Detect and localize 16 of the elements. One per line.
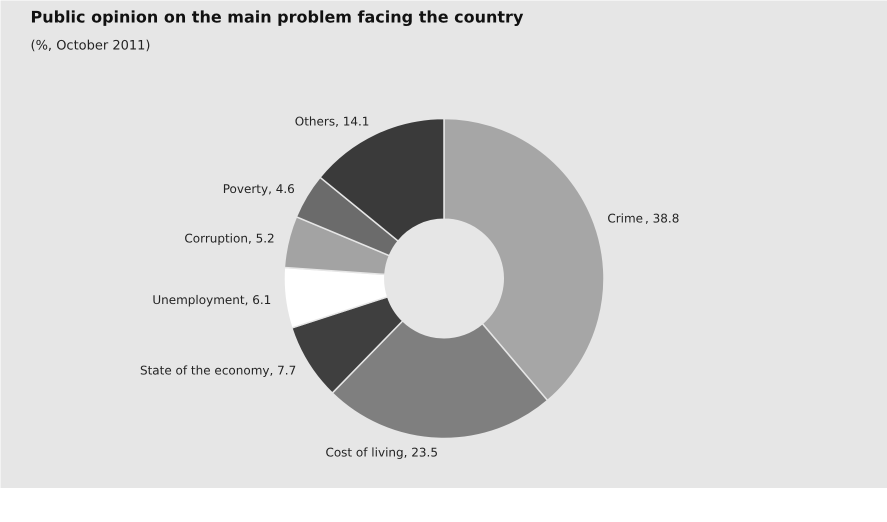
slice-label: Corruption xyxy=(184,231,248,246)
slice-label: Cost of living xyxy=(325,445,404,460)
data-label: , 7.7 xyxy=(270,363,296,378)
data-label: , 6.1 xyxy=(244,292,272,307)
chart-subtitle: (%, October 2011) xyxy=(30,38,151,54)
data-label: , 14.1 xyxy=(335,114,370,128)
slice-label: State of the economy xyxy=(140,363,270,378)
data-label: , 38.8 xyxy=(645,212,680,226)
chart-title: Public opinion on the main problem facing the country xyxy=(30,8,524,26)
slice-label: Unemployment xyxy=(152,292,245,307)
data-label: , 23.5 xyxy=(404,445,438,460)
slice-label: Poverty xyxy=(222,182,268,196)
data-label: , 4.6 xyxy=(268,182,295,196)
data-label: , 5.2 xyxy=(248,231,275,246)
slice-label: Others xyxy=(294,114,336,128)
slice-label: Crime xyxy=(607,212,644,226)
